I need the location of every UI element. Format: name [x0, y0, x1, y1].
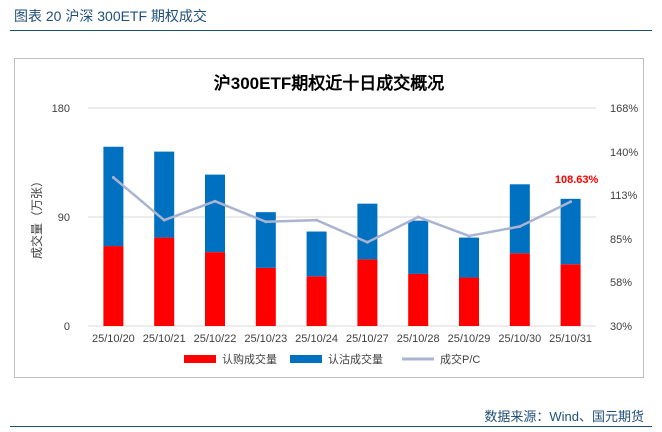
y2-tick-label: 58% — [610, 277, 632, 289]
x-tick-label: 25/10/28 — [397, 333, 440, 345]
y-tick-label: 180 — [52, 103, 70, 115]
pcr-line — [112, 176, 572, 244]
put-volume-bar — [408, 220, 429, 274]
y2-tick-label: 85% — [610, 234, 632, 246]
y-tick-label: 90 — [58, 212, 70, 224]
x-tick-label: 25/10/22 — [194, 333, 237, 345]
pcr-point — [365, 240, 369, 244]
x-tick-label: 25/10/21 — [143, 333, 186, 345]
call-volume-bar — [255, 267, 276, 326]
call-volume-bar — [205, 252, 225, 326]
call-volume-bar — [408, 273, 429, 326]
y2-tick-label: 30% — [610, 321, 632, 333]
legend-put-label: 认沽成交量 — [328, 352, 383, 366]
put-volume-bar — [357, 203, 378, 260]
x-tick-label: 25/10/23 — [244, 333, 287, 345]
figure-title: 图表 20 沪深 300ETF 期权成交 — [14, 8, 207, 24]
call-volume-bar — [560, 264, 581, 326]
pcr-annotation-label: 108.63% — [555, 174, 599, 186]
x-tick-label: 25/10/29 — [448, 333, 491, 345]
legend-call-label: 认购成交量 — [222, 352, 277, 366]
x-tick-label: 25/10/31 — [549, 333, 592, 345]
pcr-point — [264, 220, 268, 224]
pcr-point — [162, 218, 166, 222]
x-tick-label: 25/10/27 — [346, 333, 389, 345]
call-volume-bar — [306, 276, 327, 326]
call-volume-bar — [103, 246, 124, 326]
put-volume-bar — [459, 237, 479, 278]
x-tick-label: 25/10/24 — [295, 333, 338, 345]
chart-title: 沪300ETF期权近十日成交概况 — [214, 73, 444, 93]
bottom-rule — [10, 426, 652, 427]
legend-call-swatch — [184, 355, 216, 363]
pcr-point — [416, 215, 420, 219]
x-tick-label: 25/10/30 — [498, 333, 541, 345]
pcr-volume-chart: 沪300ETF期权近十日成交概况 0 90 180 30% 58% 85% 113% 140% 1… — [29, 73, 638, 366]
put-volume-bar — [103, 146, 124, 247]
pcr-point — [467, 234, 471, 238]
y2-tick-label: 113% — [610, 190, 638, 202]
pcr-point — [315, 218, 319, 222]
y-axis-title: 成交量（万张） — [29, 175, 44, 259]
data-source: 数据来源：Wind、国元期货 — [484, 409, 644, 424]
legend-put-swatch — [290, 355, 322, 363]
y2-tick-label: 168% — [610, 103, 638, 115]
put-volume-bar — [255, 212, 276, 268]
y2-tick-label: 140% — [610, 147, 638, 159]
put-volume-bar — [205, 174, 225, 253]
call-volume-bar — [357, 259, 378, 326]
legend-pcr-label: 成交P/C — [440, 352, 480, 366]
title-rule — [10, 30, 652, 31]
put-volume-bar — [560, 198, 581, 265]
x-tick-label: 25/10/20 — [92, 333, 135, 345]
put-volume-bar — [306, 231, 327, 277]
call-volume-bar — [459, 277, 479, 326]
pcr-point — [213, 199, 217, 203]
pcr-point — [518, 224, 522, 228]
pcr-point — [111, 176, 115, 180]
call-volume-bar — [509, 253, 530, 326]
pcr-point — [569, 200, 573, 204]
call-volume-bar — [154, 237, 175, 326]
put-volume-bar — [509, 184, 530, 254]
put-volume-bar — [154, 151, 175, 238]
y-tick-label: 0 — [64, 321, 70, 333]
